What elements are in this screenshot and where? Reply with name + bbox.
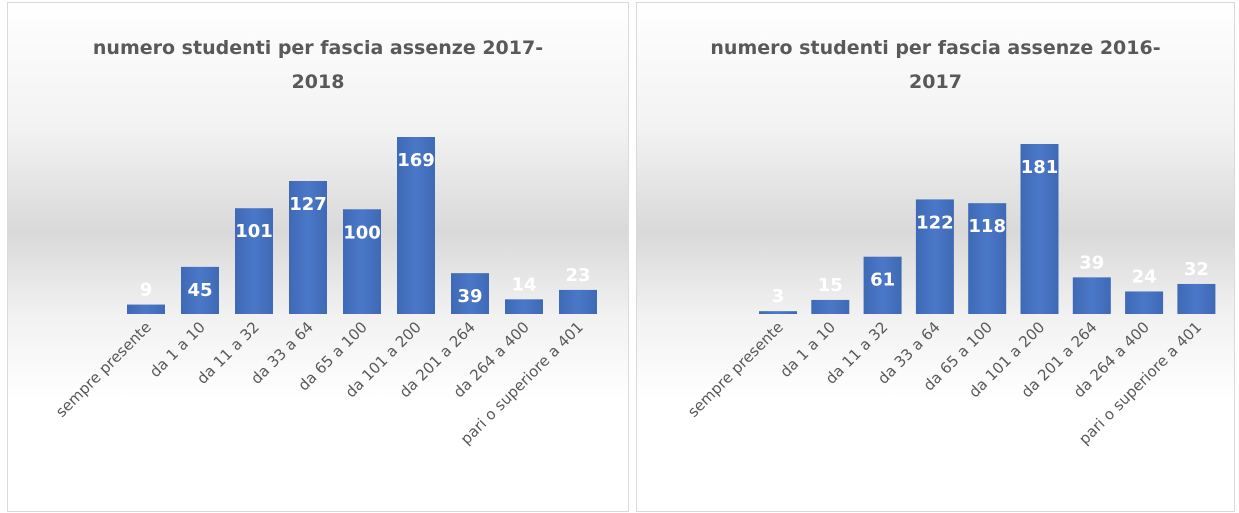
data-label: 15 (818, 275, 843, 296)
data-label: 14 (511, 274, 536, 295)
data-label: 39 (1079, 252, 1104, 273)
data-label: 122 (916, 212, 954, 233)
bar (811, 299, 850, 314)
bar (397, 137, 435, 314)
bar (289, 180, 327, 314)
bar (559, 289, 597, 314)
data-label: 32 (1184, 259, 1209, 280)
bar (505, 299, 543, 314)
chart-panel: numero studenti per fascia assenze 2017-… (7, 2, 629, 512)
bar (968, 203, 1007, 314)
data-label: 24 (1132, 266, 1157, 287)
x-tick-label: sempre presente (52, 318, 155, 421)
bar (1177, 283, 1216, 314)
data-label: 9 (140, 280, 153, 301)
data-label: 23 (565, 265, 590, 286)
data-label: 39 (457, 286, 482, 307)
bar (1020, 144, 1059, 314)
bar (343, 209, 381, 314)
data-label: 127 (289, 194, 327, 215)
data-label: 101 (235, 221, 273, 242)
bar (1125, 291, 1164, 314)
x-tick-label: sempre presente (684, 318, 787, 421)
chart-title: numero studenti per fascia assenze 2017-… (92, 37, 544, 93)
data-label: 3 (772, 286, 785, 307)
data-label: 181 (1021, 157, 1059, 178)
bar (759, 311, 797, 314)
bar (915, 199, 954, 314)
bar (1072, 277, 1111, 314)
chart-title: numero studenti per fascia assenze 2016-… (710, 37, 1161, 93)
bar (127, 304, 165, 314)
bar (863, 256, 902, 314)
data-label: 100 (343, 222, 381, 243)
bar (181, 266, 219, 314)
data-label: 118 (968, 216, 1006, 237)
bar (451, 273, 489, 314)
data-label: 169 (397, 150, 435, 171)
data-label: 61 (870, 270, 895, 291)
data-label: 45 (187, 280, 212, 301)
bar (235, 208, 273, 314)
